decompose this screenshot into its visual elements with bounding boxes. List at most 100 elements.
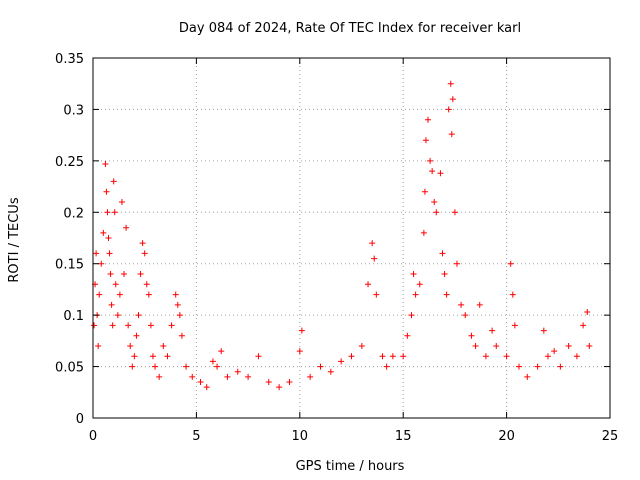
data-point-9 [103, 188, 110, 195]
data-point-121 [584, 309, 591, 316]
data-point-83 [422, 137, 429, 144]
data-point-105 [489, 327, 496, 334]
data-point-30 [137, 271, 144, 277]
data-point-64 [327, 368, 334, 375]
data-points [91, 80, 593, 391]
data-point-50 [209, 358, 216, 365]
data-point-119 [573, 353, 580, 360]
data-point-20 [116, 291, 123, 298]
data-point-95 [448, 131, 455, 138]
data-point-19 [114, 312, 121, 319]
data-point-17 [111, 209, 118, 216]
data-point-88 [433, 209, 440, 216]
y-tick-label: 0.05 [55, 361, 84, 376]
data-point-46 [183, 363, 190, 370]
data-point-59 [286, 379, 293, 385]
data-point-52 [218, 348, 225, 355]
plot-frame [92, 57, 611, 419]
data-point-42 [172, 291, 179, 298]
data-point-12 [106, 250, 113, 257]
y-axis-label: ROTI / TECUs [7, 197, 22, 282]
data-point-108 [507, 260, 514, 267]
data-point-79 [412, 291, 419, 298]
data-point-55 [245, 373, 252, 380]
data-point-97 [451, 209, 458, 216]
data-point-85 [427, 157, 434, 164]
data-point-80 [416, 281, 423, 288]
data-point-114 [540, 327, 547, 334]
data-point-99 [458, 301, 465, 308]
data-point-76 [404, 332, 411, 339]
data-point-5 [96, 291, 103, 298]
data-point-41 [168, 322, 175, 329]
y-tick-label: 0.15 [55, 258, 84, 273]
data-point-112 [524, 373, 531, 380]
x-tick-label: 10 [292, 429, 309, 444]
data-point-25 [127, 343, 134, 349]
data-point-38 [156, 373, 163, 380]
x-tick-label: 25 [602, 429, 619, 444]
data-point-28 [133, 332, 140, 339]
data-point-53 [224, 373, 231, 380]
data-point-34 [145, 291, 152, 298]
data-point-37 [152, 363, 159, 370]
data-point-96 [449, 96, 456, 103]
data-point-70 [371, 255, 378, 262]
data-point-62 [307, 373, 314, 380]
y-tick-label: 0.35 [55, 52, 84, 67]
data-point-67 [358, 343, 365, 349]
data-point-44 [176, 312, 183, 319]
data-point-47 [189, 373, 196, 380]
data-point-51 [214, 363, 221, 370]
data-point-100 [462, 312, 469, 319]
data-point-117 [557, 363, 564, 370]
data-point-111 [516, 363, 523, 370]
axis-ticks: 0 5 10 15 20 25 0 0.05 0.1 0.15 0.2 0.25 0.3 0.35 [55, 52, 618, 444]
data-point-77 [408, 312, 415, 319]
data-point-81 [420, 229, 427, 236]
data-point-0 [91, 322, 98, 329]
data-point-113 [534, 363, 541, 370]
data-point-89 [437, 170, 444, 177]
data-point-75 [400, 353, 407, 360]
data-point-68 [365, 281, 372, 288]
data-point-116 [551, 348, 558, 355]
data-point-56 [255, 353, 262, 360]
data-point-13 [107, 271, 114, 277]
data-point-18 [112, 281, 119, 288]
data-point-31 [139, 240, 146, 247]
data-point-72 [379, 353, 386, 360]
x-tick-label: 20 [498, 429, 515, 444]
data-point-49 [203, 384, 210, 391]
data-point-21 [118, 199, 125, 205]
data-point-11 [105, 235, 112, 241]
data-point-102 [472, 343, 479, 349]
data-point-4 [95, 343, 102, 349]
data-point-98 [453, 260, 460, 267]
data-point-93 [445, 106, 452, 113]
data-point-86 [429, 168, 436, 175]
data-point-110 [511, 322, 518, 329]
x-tick-label: 5 [192, 429, 200, 444]
data-point-103 [476, 301, 483, 308]
x-tick-label: 15 [395, 429, 412, 444]
data-point-54 [234, 368, 241, 375]
data-point-84 [425, 116, 432, 123]
data-point-45 [178, 332, 185, 339]
data-point-101 [468, 332, 475, 339]
data-point-10 [104, 209, 111, 216]
data-point-65 [338, 358, 345, 365]
data-point-7 [100, 229, 107, 236]
data-point-27 [131, 353, 138, 360]
data-point-48 [197, 379, 204, 385]
data-point-6 [98, 260, 105, 267]
data-point-74 [389, 353, 396, 360]
data-point-32 [141, 250, 148, 257]
data-point-35 [147, 322, 154, 329]
data-point-24 [125, 322, 132, 329]
y-tick-label: 0.3 [63, 103, 84, 118]
data-point-26 [129, 363, 136, 370]
data-point-106 [493, 343, 500, 349]
data-point-78 [410, 271, 417, 277]
data-point-120 [580, 322, 587, 329]
